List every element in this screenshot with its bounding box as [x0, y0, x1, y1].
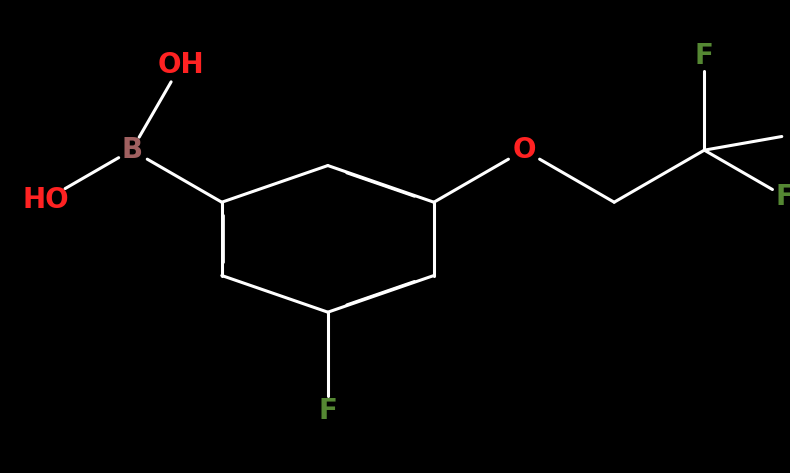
Text: O: O: [512, 136, 536, 164]
Text: OH: OH: [158, 51, 205, 79]
Text: B: B: [121, 136, 142, 164]
Text: HO: HO: [23, 185, 70, 214]
Text: F: F: [776, 183, 790, 211]
Text: F: F: [695, 43, 713, 70]
Text: F: F: [787, 120, 790, 148]
Text: F: F: [318, 397, 337, 425]
